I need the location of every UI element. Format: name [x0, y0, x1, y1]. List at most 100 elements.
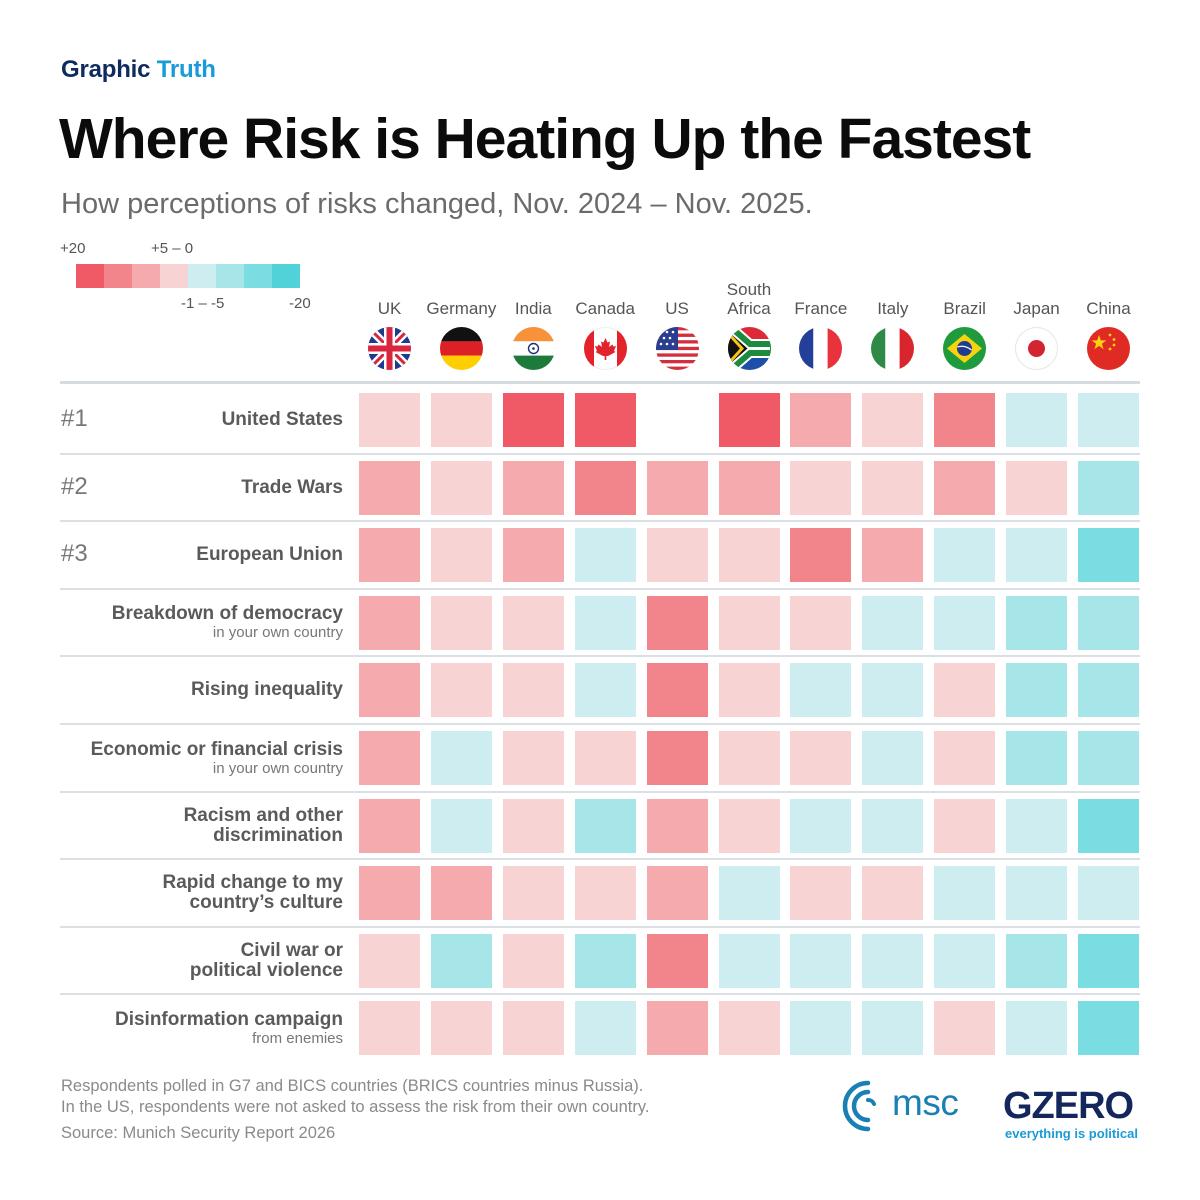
- heatmap-cell: [359, 393, 420, 447]
- msc-logo: msc: [838, 1080, 968, 1132]
- heatmap-cell: [790, 731, 852, 785]
- heatmap-cell: [862, 933, 924, 988]
- color-legend: +20 +5 – 0 -1 – -5 -20: [60, 238, 340, 318]
- heatmap-cell: [718, 731, 780, 785]
- row-rank: #3: [61, 540, 88, 568]
- row-label-text: Breakdown of democracy: [111, 603, 343, 625]
- heatmap-cell: [646, 731, 708, 785]
- heatmap-cell: [502, 933, 564, 988]
- heatmap-cell: [574, 933, 636, 988]
- row-label: Trade Wars: [60, 476, 343, 498]
- row-divider: [60, 722, 1140, 725]
- column-label: US: [665, 299, 689, 318]
- column-label: Italy: [877, 299, 909, 318]
- heatmap-cell: [646, 866, 708, 921]
- kicker-truth: Truth: [156, 56, 216, 83]
- gzero-logo-text: GZERO: [1003, 1085, 1134, 1127]
- row-label-text: European Union: [196, 544, 343, 566]
- heatmap-cell: [359, 933, 420, 988]
- legend-swatch: [272, 264, 300, 288]
- heatmap-cell: [646, 460, 708, 515]
- heatmap-cell: [647, 393, 708, 447]
- heatmap-cell: [862, 460, 924, 515]
- legend-label-low-positive: +5 – 0: [151, 240, 194, 257]
- heatmap-cell: [359, 663, 420, 718]
- heatmap-cell: [718, 393, 780, 447]
- heatmap-cell: [502, 460, 564, 515]
- india-flag-icon: [511, 327, 555, 370]
- heatmap-cell: [862, 528, 924, 583]
- row-label: Rising inequality: [60, 680, 343, 700]
- heatmap-cell: [1078, 528, 1139, 583]
- heatmap-cell: [934, 731, 996, 785]
- legend-swatch: [216, 264, 244, 288]
- row-label: European Union: [60, 545, 343, 565]
- row-divider: [60, 520, 1140, 523]
- heatmap-cell: [574, 393, 636, 447]
- heatmap-cell: [862, 663, 924, 718]
- heatmap-cell: [359, 528, 420, 583]
- column-label-line: Africa: [727, 299, 771, 318]
- heatmap-cell: [934, 866, 996, 921]
- heatmap-cell: [1078, 663, 1139, 718]
- heatmap-cell: [718, 866, 780, 921]
- legend-color-bar: [76, 264, 300, 288]
- legend-swatch: [132, 264, 160, 288]
- heatmap-cell: [430, 663, 492, 718]
- heatmap-cell: [1078, 1001, 1139, 1056]
- chart-title: Where Risk is Heating Up the Fastest: [59, 107, 1031, 171]
- heatmap-cell: [502, 595, 564, 650]
- heatmap-cell: [790, 866, 852, 921]
- heatmap-cell: [502, 1001, 564, 1056]
- row-label-text: political violence: [189, 959, 343, 981]
- legend-label-min: -20: [289, 295, 311, 312]
- msc-arc-icon: [842, 1080, 876, 1132]
- heatmap-cell: [934, 460, 996, 515]
- heatmap-cell: [430, 933, 492, 988]
- row-label-text: Trade Wars: [241, 476, 343, 498]
- heatmap-cell: [430, 866, 492, 921]
- footnote-line-2: In the US, respondents were not asked to…: [61, 1098, 650, 1116]
- row-label: Racism and other discrimination: [60, 805, 343, 846]
- row-label: Disinformation campaign from enemies: [60, 1009, 343, 1047]
- heatmap-cell: [718, 460, 780, 515]
- legend-swatch: [244, 264, 272, 288]
- heatmap-cell: [718, 933, 780, 988]
- heatmap-cell: [430, 528, 492, 583]
- france-flag-icon: [799, 327, 843, 370]
- kicker: Graphic Truth: [61, 56, 216, 84]
- heatmap-cell: [1006, 460, 1068, 515]
- heatmap-cell: [1006, 933, 1068, 988]
- row-divider: [60, 858, 1140, 861]
- uk-flag-icon: [368, 327, 411, 370]
- footnote: Respondents polled in G7 and BICS countr…: [61, 1076, 649, 1118]
- heatmap-cell: [1006, 663, 1068, 718]
- msc-logo-text: msc: [892, 1082, 959, 1123]
- heatmap-cell: [790, 1001, 852, 1056]
- row-divider: [60, 452, 1140, 455]
- heatmap-cell: [718, 595, 780, 650]
- heatmap-cell: [790, 933, 852, 988]
- heatmap-cell: [934, 798, 996, 853]
- column-label-line: South: [726, 280, 772, 299]
- heatmap-cell: [1006, 1001, 1068, 1056]
- row-label-text: discrimination: [213, 824, 343, 846]
- heatmap-cell: [1078, 731, 1139, 785]
- row-sublabel: in your own country: [212, 759, 343, 777]
- footnote-line-1: Respondents polled in G7 and BICS countr…: [61, 1077, 644, 1095]
- row-divider: [60, 993, 1140, 996]
- legend-label-low-negative: -1 – -5: [181, 295, 225, 312]
- heatmap-cell: [934, 933, 996, 988]
- heatmap-cell: [359, 1001, 420, 1056]
- heatmap-cell: [862, 1001, 924, 1056]
- heatmap-cell: [790, 460, 852, 515]
- gzero-tagline: everything is political: [1005, 1126, 1138, 1141]
- china-flag-icon: [1087, 327, 1130, 370]
- heatmap-cell: [574, 731, 636, 785]
- legend-swatch: [188, 264, 216, 288]
- legend-swatch: [76, 264, 104, 288]
- heatmap-cell: [574, 798, 636, 853]
- heatmap-cell: [1006, 393, 1068, 447]
- legend-label-max: +20: [60, 240, 86, 257]
- heatmap-cell: [718, 663, 780, 718]
